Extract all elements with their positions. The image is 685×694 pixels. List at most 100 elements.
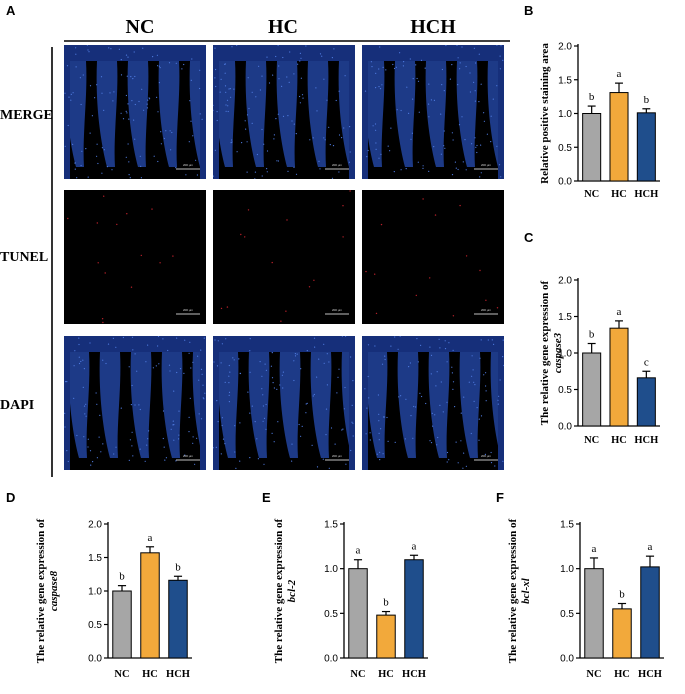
y-tick-label: 2.0 [558,42,572,53]
significance-letter-hch: b [175,561,181,573]
micrograph-dapi-hc: 200 μm [213,336,355,470]
y-axis-label: The relative gene expression of [273,518,285,663]
significance-letter-nc: b [589,329,595,341]
column-header-hc: HC [268,16,298,38]
x-tick-label-nc: NC [350,669,365,680]
micrograph-dapi-hch: 200 μm [362,336,504,470]
significance-letter-hch: a [648,541,653,553]
y-tick-label: 1.0 [88,587,102,598]
scale-bar-label: 200 μm [481,163,492,167]
significance-letter-nc: b [589,91,595,103]
bar-hch [640,566,660,659]
y-axis-label: The relative gene expression of [539,280,551,425]
bar-hc [376,614,396,659]
y-tick-label: 0.0 [324,654,338,665]
x-tick-label-hch: HCH [638,669,662,680]
y-axis-label: Relative positive staining area [539,43,551,184]
y-tick-label: 1.0 [324,564,338,575]
chart-f: The relative gene expression of bcl-xl 0.0… [507,518,664,680]
bar-nc [112,590,132,659]
significance-letter-hc: a [148,532,153,544]
panel-e-letter: E [262,490,271,505]
bar-nc [584,568,604,659]
y-tick-label: 1.5 [324,520,338,531]
x-tick-label-hch: HCH [634,189,658,200]
row-label-dapi: DAPI [0,398,35,413]
y-tick-label: 1.0 [560,564,574,575]
bar-hc [609,92,629,182]
bar-hch [404,559,424,659]
y-axis-label-gene: bcl-xl [520,577,532,604]
y-tick-label: 1.5 [558,75,572,86]
micrograph-tunel-nc: 200 μm [64,190,206,324]
scale-bar-label: 200 μm [332,163,343,167]
bar-nc [348,568,368,659]
row-label-merge: MERGE [0,108,53,123]
error-bar-nc [589,557,599,569]
y-tick-label: 2.0 [558,276,572,287]
x-tick-label-hc: HC [611,435,627,446]
error-bar-hch [409,554,419,560]
bar-hch [636,377,656,427]
x-tick-label-nc: NC [584,189,599,200]
significance-letter-hc: b [619,589,625,601]
y-tick-label: 0.5 [88,620,102,631]
panel-c-letter: C [524,230,534,245]
error-bar-nc [587,342,596,353]
error-bar-hc [145,546,155,553]
micrograph-merge-nc: 200 μm [64,45,206,179]
scale-bar-label: 200 μm [481,308,492,312]
significance-letter-hc: a [617,306,622,318]
y-axis-label-gene: caspase8 [48,570,60,611]
significance-letter-hch: c [644,356,649,368]
y-tick-label: 0.0 [558,422,572,433]
y-tick-label: 1.5 [88,553,102,564]
chart-e: The relative gene expression of bcl-2 0.0 0… [273,518,428,680]
micrograph-dapi-nc: 200 μm [64,336,206,470]
column-header-hch: HCH [410,16,456,38]
y-tick-label: 1.0 [558,349,572,360]
x-tick-label-hc: HC [611,189,627,200]
error-bar-hc [615,82,623,93]
x-tick-label-hch: HCH [402,669,426,680]
micrograph-tunel-hch: 200 μm [362,190,504,324]
micrograph-merge-hch: 200 μm [362,45,504,179]
scale-bar-label: 200 μm [332,308,343,312]
bar-hc [609,327,629,427]
y-tick-label: 0.5 [558,143,572,154]
chart-c: The relative gene expression of caspase3 0… [539,276,660,446]
y-tick-label: 0.5 [560,609,574,620]
significance-letter-hc: a [617,68,622,80]
scale-bar-label: 200 μm [332,454,343,458]
x-tick-label-hc: HC [378,669,394,680]
bar-hc [140,552,160,659]
significance-letter-hch: b [644,94,650,106]
y-tick-label: 0.0 [560,654,574,665]
y-tick-label: 1.5 [558,312,572,323]
panel-f-letter: F [496,490,504,505]
panel-b-letter: B [524,3,534,18]
y-tick-label: 1.5 [560,520,574,531]
x-tick-label-nc: NC [584,435,599,446]
error-bar-hc [615,320,623,329]
significance-letter-hch: a [412,540,417,552]
y-tick-label: 0.5 [324,609,338,620]
x-tick-label-nc: NC [114,669,129,680]
y-axis-label: The relative gene expression of [35,518,47,663]
scale-bar-label: 200 μm [183,454,194,458]
significance-letter-nc: b [119,571,125,583]
error-bar-nc [587,105,596,114]
error-bar-nc [117,585,127,591]
error-bar-hc [617,602,627,609]
error-bar-hch [173,575,183,581]
y-tick-label: 1.0 [558,109,572,120]
y-tick-label: 0.5 [558,385,572,396]
x-tick-label-hc: HC [614,669,630,680]
significance-letter-hc: b [383,597,389,609]
x-tick-label-nc: NC [586,669,601,680]
x-tick-label-hc: HC [142,669,158,680]
significance-letter-nc: a [356,545,361,557]
column-header-nc: NC [125,16,155,38]
error-bar-hc [381,610,391,616]
chart-b: Relative positive staining area 0.0 0.5 1.0… [539,42,660,200]
